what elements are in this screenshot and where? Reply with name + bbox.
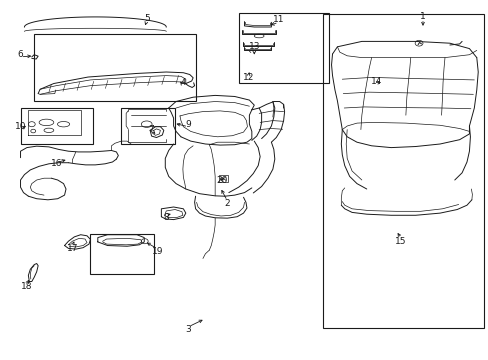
Text: 12: 12: [242, 73, 254, 82]
Bar: [90, 234, 154, 274]
Text: 11: 11: [272, 15, 284, 24]
Bar: [322, 14, 483, 328]
Text: 9: 9: [185, 120, 191, 129]
Text: 19: 19: [152, 248, 163, 256]
Text: 5: 5: [143, 14, 149, 23]
Text: 4: 4: [180, 78, 186, 87]
Bar: [121, 108, 175, 144]
Text: 2: 2: [224, 199, 230, 208]
Text: 20: 20: [216, 176, 228, 185]
Text: 8: 8: [163, 213, 169, 222]
Text: 16: 16: [50, 159, 62, 168]
Text: 15: 15: [394, 237, 406, 246]
Bar: [20, 108, 93, 144]
Bar: [34, 34, 195, 101]
Text: 18: 18: [21, 282, 33, 291]
Text: 14: 14: [370, 77, 382, 86]
Bar: [238, 13, 328, 83]
Bar: [219, 175, 227, 182]
Text: 6: 6: [18, 50, 23, 59]
Text: 13: 13: [248, 42, 260, 51]
Text: 3: 3: [185, 325, 191, 334]
Text: 7: 7: [148, 125, 154, 134]
Text: 17: 17: [66, 244, 78, 253]
Text: 10: 10: [15, 122, 26, 131]
Text: 1: 1: [419, 12, 425, 21]
